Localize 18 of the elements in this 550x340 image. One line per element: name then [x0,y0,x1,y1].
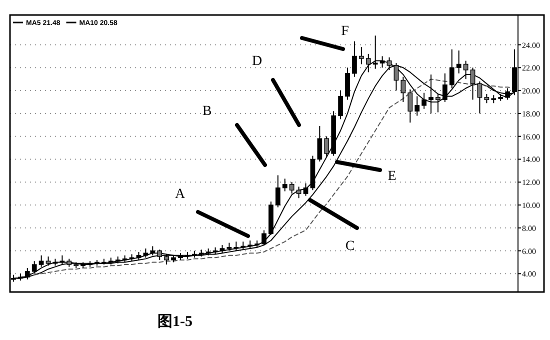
y-tick-label: 22.00 [522,64,540,73]
y-tick-label: 6.00 [522,246,536,256]
annotation: C [345,239,355,254]
annotation: F [341,24,350,39]
annotation: E [388,169,396,184]
y-tick-label: 12.00 [522,178,540,188]
annotation: A [174,187,186,202]
y-tick-label: 24.00 [522,40,540,50]
annotation: B [202,104,212,119]
y-tick-label: 20.00 [522,86,540,96]
y-tick-label: 8.00 [522,224,536,233]
y-tick-label: 18.00 [522,109,540,118]
annotation: D [252,54,262,69]
y-tick-label: 10.00 [522,201,540,210]
text: 图1-5 [158,314,192,330]
y-tick-label: 16.00 [522,132,540,142]
y-tick-label: 14.00 [522,155,540,164]
y-tick-label: 4.00 [522,270,536,279]
